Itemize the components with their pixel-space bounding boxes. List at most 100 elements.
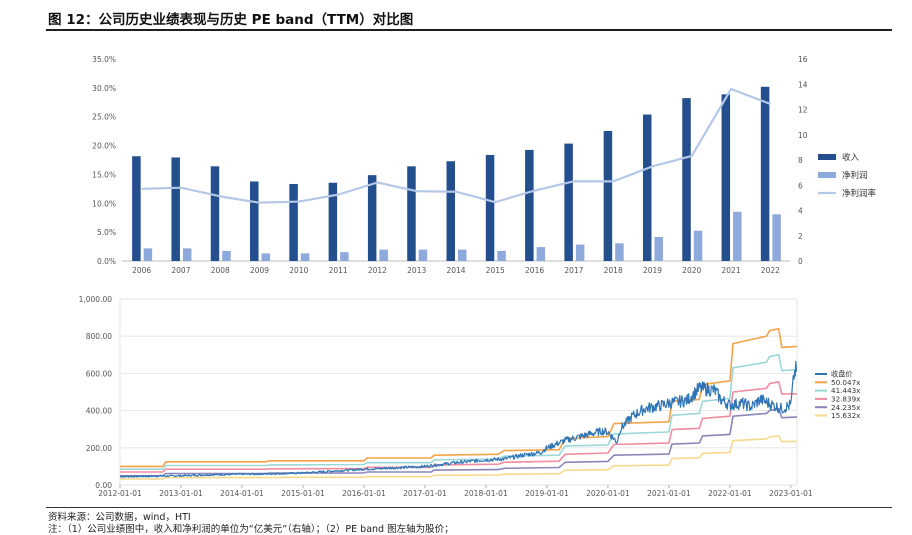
x-axis-tick-label: 2009 — [250, 266, 269, 275]
revenue-bar — [603, 130, 613, 261]
x-axis-tick-label: 2019-01-01 — [525, 489, 569, 498]
revenue-bar — [721, 94, 731, 261]
legend-label: 41.443x — [831, 386, 861, 395]
right-axis-tick-label: 16 — [798, 55, 808, 64]
net-profit-bar — [733, 211, 742, 261]
figure-title: 图 12：公司历史业绩表现与历史 PE band（TTM）对比图 — [48, 12, 414, 28]
x-axis-tick-label: 2017 — [564, 266, 583, 275]
legend-revenue-swatch — [818, 154, 836, 160]
x-axis-tick-label: 2013 — [407, 266, 426, 275]
x-axis-tick-label: 2015 — [486, 266, 505, 275]
revenue-bar — [367, 175, 377, 261]
net-profit-bar — [536, 247, 546, 261]
net-profit-bar — [575, 244, 585, 261]
net-profit-bar — [497, 250, 506, 261]
revenue-bar — [682, 98, 691, 261]
net-profit-bar — [379, 249, 388, 261]
x-axis-tick-label: 2016-01-01 — [342, 489, 386, 498]
net-profit-bar — [143, 248, 153, 261]
x-axis-tick-label: 2021 — [722, 266, 741, 275]
x-axis-tick-label: 2023-01-01 — [769, 489, 813, 498]
legend-label: 15.632x — [831, 411, 861, 420]
pe-band-line-32-839x — [120, 380, 797, 473]
revenue-bar — [171, 157, 180, 261]
left-axis-tick-label: 30.0% — [92, 84, 116, 93]
x-axis-tick-label: 2020-01-01 — [586, 489, 630, 498]
left-axis-tick-label: 20.0% — [92, 142, 116, 151]
right-axis-tick-label: 12 — [798, 106, 808, 115]
revenue-bar — [446, 161, 455, 261]
source-note: 资料来源：公司数据，wind，HTI — [48, 512, 191, 523]
left-axis-tick-label: 15.0% — [92, 170, 116, 179]
x-axis-tick-label: 2018-01-01 — [464, 489, 508, 498]
legend-label: 收盘价 — [831, 370, 853, 379]
right-axis-tick-label: 4 — [798, 207, 803, 216]
x-axis-tick-label: 2007 — [171, 266, 190, 275]
x-axis-tick-label: 2012 — [368, 266, 387, 275]
revenue-bar — [328, 182, 338, 261]
pe-band-line-41-443x — [120, 353, 798, 471]
net-profit-bar — [693, 230, 703, 261]
legend-revenue-label: 收入 — [842, 152, 860, 163]
right-axis-tick-label: 0 — [798, 257, 803, 266]
legend-label: 24.235x — [831, 403, 861, 412]
y-axis-tick-label: 400.00 — [86, 407, 112, 416]
footnote: 注：（1）公司业绩图中，收入和净利润的单位为“亿美元”（右轴）；（2）PE ba… — [48, 524, 454, 535]
legend-label: 32.839x — [831, 395, 861, 404]
x-axis-tick-label: 2018 — [604, 266, 623, 275]
y-axis-tick-label: 0.00 — [95, 481, 112, 490]
revenue-bar — [250, 181, 259, 261]
x-axis-tick-label: 2006 — [132, 266, 151, 275]
net-profit-bar — [654, 237, 663, 261]
x-axis-tick-label: 2008 — [211, 266, 230, 275]
y-axis-tick-label: 800.00 — [86, 332, 112, 341]
revenue-bar — [485, 154, 495, 261]
x-axis-tick-label: 2020 — [682, 266, 701, 275]
legend-net-profit-label: 净利润 — [842, 170, 868, 181]
net-profit-bar — [182, 248, 192, 261]
title-divider — [46, 29, 892, 31]
pe-band-line-50-047x — [120, 327, 798, 468]
net-profit-bar — [261, 253, 271, 261]
right-axis-tick-label: 14 — [798, 80, 808, 89]
pe-band-line-15-632x — [120, 434, 798, 480]
x-axis-tick-label: 2011 — [329, 266, 348, 275]
right-axis-tick-label: 6 — [798, 181, 803, 190]
net-profit-bar — [772, 214, 781, 261]
x-axis-tick-label: 2013-01-01 — [159, 489, 203, 498]
x-axis-tick-label: 2014 — [446, 266, 465, 275]
net-profit-bar — [418, 249, 428, 261]
company-performance-chart: 0.0% 5.0% 10.0% 15.0% 20.0% 25.0% 30.0% 35.0% 0 2… — [92, 55, 877, 275]
net-profit-bar — [458, 249, 467, 261]
x-axis-tick-label: 2017-01-01 — [403, 489, 447, 498]
legend-label: 50.047x — [831, 378, 861, 387]
revenue-bar — [642, 114, 652, 261]
x-axis-tick-label: 2010 — [289, 266, 308, 275]
revenue-bar — [760, 86, 770, 262]
x-axis-tick-label: 2015-01-01 — [281, 489, 325, 498]
x-axis-tick-label: 2012-01-01 — [98, 489, 142, 498]
x-axis-tick-label: 2021-01-01 — [647, 489, 691, 498]
revenue-bar — [132, 156, 141, 261]
net-profit-bar — [615, 243, 624, 261]
y-axis-tick-label: 1,000.00 — [79, 295, 113, 304]
net-profit-bar — [222, 250, 231, 261]
left-axis-tick-label: 0.0% — [97, 257, 116, 266]
revenue-bar — [564, 143, 573, 261]
net-profit-bar — [300, 253, 310, 261]
x-axis-tick-label: 2014-01-01 — [220, 489, 264, 498]
footer-divider — [46, 507, 892, 508]
x-axis-tick-label: 2022 — [761, 266, 780, 275]
left-axis-tick-label: 35.0% — [92, 55, 116, 64]
left-axis-tick-label: 5.0% — [97, 228, 116, 237]
x-axis-tick-label: 2016 — [525, 266, 544, 275]
left-axis-tick-label: 25.0% — [92, 113, 116, 122]
right-axis-tick-label: 10 — [798, 131, 808, 140]
y-axis-tick-label: 600.00 — [86, 369, 112, 378]
legend-net-margin-label: 净利润率 — [842, 188, 877, 199]
revenue-bar — [210, 166, 220, 261]
left-axis-tick-label: 10.0% — [92, 199, 116, 208]
legend-net-profit-swatch — [818, 172, 836, 178]
net-margin-line — [141, 87, 771, 204]
x-axis-tick-label: 2022-01-01 — [708, 489, 752, 498]
